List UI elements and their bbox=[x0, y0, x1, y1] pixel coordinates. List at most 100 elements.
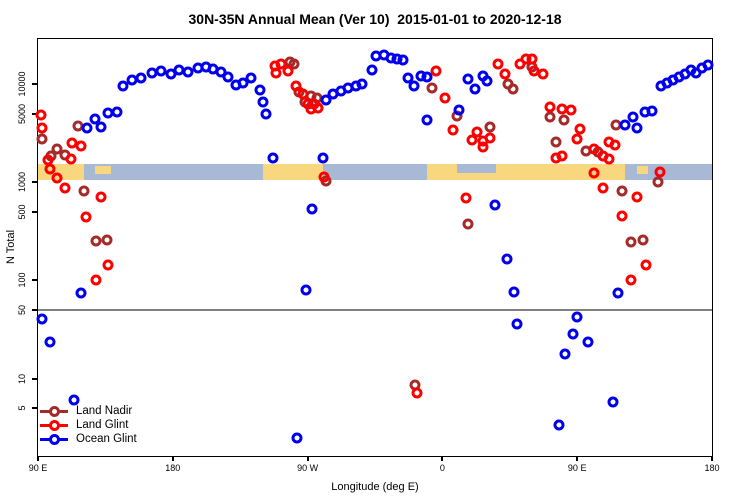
reference-line bbox=[38, 308, 712, 311]
point-ocean-glint bbox=[612, 287, 624, 299]
point-ocean-glint bbox=[631, 122, 643, 134]
point-land-nadir bbox=[101, 234, 113, 246]
point-ocean-glint bbox=[75, 287, 87, 299]
point-ocean-glint bbox=[571, 311, 583, 323]
point-ocean-glint bbox=[421, 71, 433, 83]
point-land-nadir bbox=[90, 235, 102, 247]
point-land-glint bbox=[44, 163, 56, 175]
point-land-glint bbox=[571, 133, 583, 145]
point-land-glint bbox=[565, 104, 577, 116]
point-ocean-glint bbox=[237, 77, 249, 89]
point-ocean-glint bbox=[553, 419, 565, 431]
point-ocean-glint bbox=[559, 348, 571, 360]
point-ocean-glint bbox=[501, 253, 513, 265]
map-strip-coastal-land bbox=[457, 173, 497, 180]
point-land-nadir bbox=[426, 82, 438, 94]
point-ocean-glint bbox=[511, 318, 523, 330]
x-tick bbox=[171, 456, 174, 461]
point-land-nadir bbox=[507, 83, 519, 95]
y-tick-label: 5 bbox=[17, 405, 27, 411]
x-tick bbox=[37, 456, 39, 461]
point-land-glint bbox=[631, 191, 643, 203]
point-land-glint bbox=[654, 166, 666, 178]
y-tick bbox=[32, 407, 37, 410]
x-tick bbox=[441, 456, 444, 461]
point-land-glint bbox=[499, 68, 511, 80]
y-tick-label: 10 bbox=[17, 373, 27, 384]
legend-item: Land Nadir bbox=[40, 404, 137, 418]
point-land-nadir bbox=[550, 136, 562, 148]
x-tick-label: 0 bbox=[439, 463, 445, 473]
point-land-glint bbox=[275, 58, 287, 70]
x-tick-label: 90 E bbox=[28, 463, 48, 473]
point-ocean-glint bbox=[89, 113, 101, 125]
y-tick-label: 10000 bbox=[17, 71, 27, 97]
x-tick-label: 180 bbox=[704, 463, 720, 473]
point-land-nadir bbox=[78, 185, 90, 197]
point-ocean-glint bbox=[155, 65, 167, 77]
point-ocean-glint bbox=[646, 105, 658, 117]
point-land-glint bbox=[588, 143, 600, 155]
point-land-nadir bbox=[51, 143, 63, 155]
point-land-glint bbox=[640, 259, 652, 271]
point-ocean-glint bbox=[222, 71, 234, 83]
point-land-glint bbox=[59, 182, 71, 194]
point-land-glint bbox=[75, 140, 87, 152]
point-ocean-glint bbox=[95, 121, 107, 133]
point-land-nadir bbox=[484, 121, 496, 133]
point-ocean-glint bbox=[300, 284, 312, 296]
point-land-glint bbox=[616, 210, 628, 222]
point-land-glint bbox=[65, 153, 77, 165]
point-ocean-glint bbox=[81, 122, 93, 134]
point-land-glint bbox=[603, 153, 615, 165]
y-tick bbox=[32, 83, 37, 85]
point-land-glint bbox=[588, 167, 600, 179]
point-ocean-glint bbox=[320, 94, 332, 106]
y-tick-label: 100 bbox=[17, 272, 27, 288]
y-tick-label: 1000 bbox=[17, 172, 27, 193]
point-ocean-glint bbox=[356, 78, 368, 90]
legend-label: Land Glint bbox=[76, 419, 129, 431]
x-tick-label: 90 W bbox=[297, 463, 319, 473]
point-land-glint bbox=[556, 150, 568, 162]
legend: Land Nadir Land Glint Ocean Glint bbox=[40, 404, 137, 446]
point-land-glint bbox=[102, 259, 114, 271]
point-land-glint bbox=[430, 65, 442, 77]
y-tick-label: 5000 bbox=[17, 103, 27, 124]
point-ocean-glint bbox=[402, 72, 414, 84]
point-land-glint bbox=[477, 141, 489, 153]
map-strip-island bbox=[94, 166, 112, 174]
x-tick-label: 90 E bbox=[567, 463, 587, 473]
legend-marker-icon bbox=[40, 418, 70, 432]
point-ocean-glint bbox=[421, 114, 433, 126]
y-tick bbox=[32, 112, 37, 115]
point-ocean-glint bbox=[607, 396, 619, 408]
legend-marker-icon bbox=[40, 432, 70, 446]
point-land-nadir bbox=[616, 185, 628, 197]
point-ocean-glint bbox=[508, 286, 520, 298]
point-land-glint bbox=[36, 122, 48, 134]
map-strip-island bbox=[637, 166, 648, 174]
point-land-nadir bbox=[558, 114, 570, 126]
point-land-glint bbox=[537, 68, 549, 80]
point-ocean-glint bbox=[245, 72, 257, 84]
legend-label: Ocean Glint bbox=[76, 433, 137, 445]
legend-item: Land Glint bbox=[40, 418, 137, 432]
x-tick bbox=[711, 456, 713, 461]
point-land-glint bbox=[625, 274, 637, 286]
point-land-glint bbox=[466, 134, 478, 146]
point-ocean-glint bbox=[702, 59, 713, 71]
legend-item: Ocean Glint bbox=[40, 432, 137, 446]
legend-label: Land Nadir bbox=[76, 405, 133, 417]
point-land-nadir bbox=[637, 234, 649, 246]
point-land-glint bbox=[447, 124, 459, 136]
map-strip-land bbox=[262, 164, 323, 180]
point-ocean-glint bbox=[462, 73, 474, 85]
point-land-nadir bbox=[462, 218, 474, 230]
y-tick bbox=[32, 181, 37, 184]
point-ocean-glint bbox=[317, 152, 329, 164]
point-land-glint bbox=[95, 191, 107, 203]
point-land-nadir bbox=[544, 111, 556, 123]
point-ocean-glint bbox=[291, 432, 303, 444]
point-ocean-glint bbox=[366, 64, 378, 76]
